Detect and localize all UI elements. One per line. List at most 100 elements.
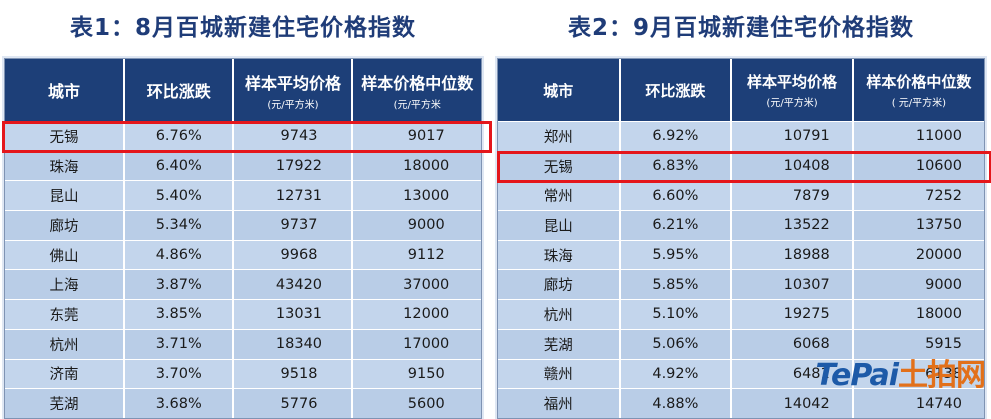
cell-change: 4.86% xyxy=(124,239,235,270)
cell-median-price: 9000 xyxy=(852,269,984,300)
cell-median-price: 13750 xyxy=(852,210,984,241)
cell-median-price: 11000 xyxy=(852,121,984,152)
watermark-text-latin: TePai xyxy=(815,358,899,393)
header-avg-price: 样本平均价格 (元/平方米) xyxy=(731,59,854,122)
cell-city: 杭州 xyxy=(5,328,125,359)
table-row: 无锡 6.76% 9743 9017 xyxy=(5,121,481,152)
header-median-price: 样本价格中位数 (元/平方米 xyxy=(352,59,481,122)
table-row: 珠海 6.40% 17922 18000 xyxy=(5,150,481,181)
cell-median-price: 9150 xyxy=(352,358,481,389)
table-row: 无锡 6.83% 10408 10600 xyxy=(498,150,984,181)
table-row: 廊坊 5.85% 10307 9000 xyxy=(498,269,984,300)
cell-city: 无锡 xyxy=(498,150,621,181)
header-median-unit: ( 元/平方米) xyxy=(891,98,947,109)
cell-city: 芜湖 xyxy=(498,328,621,359)
cell-change: 6.83% xyxy=(619,150,733,181)
cell-change: 5.06% xyxy=(619,328,733,359)
cell-median-price: 13000 xyxy=(352,180,481,211)
cell-median-price: 6138 xyxy=(852,358,984,389)
cell-change: 6.60% xyxy=(619,180,733,211)
cell-change: 3.71% xyxy=(124,328,235,359)
cell-avg-price: 43420 xyxy=(233,269,354,300)
cell-city: 赣州 xyxy=(498,358,621,389)
table-1-header-row: 城市 环比涨跌 样本平均价格 (元/平方米) 样本价格中位数 (元/平方米 xyxy=(5,59,481,122)
cell-avg-price: 9737 xyxy=(233,210,354,241)
cell-city: 郑州 xyxy=(498,121,621,152)
table-row: 杭州 5.10% 19275 18000 xyxy=(498,299,984,330)
cell-city: 廊坊 xyxy=(5,210,125,241)
table-row: 芜湖 5.06% 6068 5915 xyxy=(498,328,984,359)
cell-median-price: 5600 xyxy=(352,388,481,418)
cell-city: 无锡 xyxy=(5,121,125,152)
cell-change: 3.70% xyxy=(124,358,235,389)
cell-median-price: 9017 xyxy=(352,121,481,152)
cell-median-price: 37000 xyxy=(352,269,481,300)
cell-avg-price: 10408 xyxy=(731,150,854,181)
cell-city: 廊坊 xyxy=(498,269,621,300)
cell-city: 常州 xyxy=(498,180,621,211)
cell-change: 6.92% xyxy=(619,121,733,152)
cell-avg-price: 9743 xyxy=(233,121,354,152)
table-row: 赣州 4.92% 6481 6138 xyxy=(498,358,984,389)
cell-avg-price: 19275 xyxy=(731,299,854,330)
cell-change: 5.85% xyxy=(619,269,733,300)
cell-change: 4.88% xyxy=(619,388,733,418)
table-row: 佛山 4.86% 9968 9112 xyxy=(5,239,481,270)
cell-avg-price: 5776 xyxy=(233,388,354,418)
cell-median-price: 18000 xyxy=(352,150,481,181)
table-1-title: 表1：8月百城新建住宅价格指数 xyxy=(69,15,416,41)
cell-city: 东莞 xyxy=(5,299,125,330)
cell-median-price: 18000 xyxy=(852,299,984,330)
header-avg-unit: (元/平方米) xyxy=(766,98,818,109)
cell-change: 4.92% xyxy=(619,358,733,389)
cell-change: 5.40% xyxy=(124,180,235,211)
cell-avg-price: 18988 xyxy=(731,239,854,270)
cell-avg-price: 13031 xyxy=(233,299,354,330)
cell-city: 昆山 xyxy=(498,210,621,241)
cell-change: 3.68% xyxy=(124,388,235,418)
cell-city: 珠海 xyxy=(5,150,125,181)
cell-change: 6.76% xyxy=(124,121,235,152)
cell-avg-price: 12731 xyxy=(233,180,354,211)
table-1-panel: 表1：8月百城新建住宅价格指数 城市 环比涨跌 样本平均价格 (元/平方米) 样本… xyxy=(0,0,486,419)
cell-avg-price: 7879 xyxy=(731,180,854,211)
cell-change: 3.87% xyxy=(124,269,235,300)
table-2: 城市 环比涨跌 样本平均价格 (元/平方米) 样本价格中位数( 元/平方米) 郑州… xyxy=(497,58,985,419)
cell-change: 5.10% xyxy=(619,299,733,330)
cell-avg-price: 9518 xyxy=(233,358,354,389)
cell-median-price: 9000 xyxy=(352,210,481,241)
cell-city: 昆山 xyxy=(5,180,125,211)
cell-median-price: 12000 xyxy=(352,299,481,330)
watermark-text-cn: 土拍网 xyxy=(898,358,986,393)
cell-city: 芜湖 xyxy=(5,388,125,418)
cell-median-price: 9112 xyxy=(352,239,481,270)
cell-median-price: 7252 xyxy=(852,180,984,211)
table-row: 芜湖 3.68% 5776 5600 xyxy=(5,388,481,418)
cell-avg-price: 9968 xyxy=(233,239,354,270)
table-row: 昆山 6.21% 13522 13750 xyxy=(498,210,984,241)
table-row: 济南 3.70% 9518 9150 xyxy=(5,358,481,389)
cell-change: 6.21% xyxy=(619,210,733,241)
table-row: 上海 3.87% 43420 37000 xyxy=(5,269,481,300)
cell-median-price: 17000 xyxy=(352,328,481,359)
header-change: 环比涨跌 xyxy=(619,59,733,122)
header-median-price: 样本价格中位数( 元/平方米) xyxy=(852,59,984,122)
header-change: 环比涨跌 xyxy=(124,59,235,122)
cell-city: 佛山 xyxy=(5,239,125,270)
header-city: 城市 xyxy=(498,59,621,122)
header-avg-price: 样本平均价格 (元/平方米) xyxy=(233,59,354,122)
cell-city: 济南 xyxy=(5,358,125,389)
table-2-panel: 表2：9月百城新建住宅价格指数 城市 环比涨跌 样本平均价格 (元/平方米) 样本… xyxy=(493,0,989,419)
cell-city: 杭州 xyxy=(498,299,621,330)
table-row: 昆山 5.40% 12731 13000 xyxy=(5,180,481,211)
cell-change: 3.85% xyxy=(124,299,235,330)
header-city: 城市 xyxy=(5,59,125,122)
table-row: 东莞 3.85% 13031 12000 xyxy=(5,299,481,330)
cell-avg-price: 10791 xyxy=(731,121,854,152)
cell-avg-price: 6481 xyxy=(731,358,854,389)
cell-avg-price: 13522 xyxy=(731,210,854,241)
table-row: 廊坊 5.34% 9737 9000 xyxy=(5,210,481,241)
cell-change: 5.95% xyxy=(619,239,733,270)
table-2-title: 表2：9月百城新建住宅价格指数 xyxy=(567,15,914,41)
cell-avg-price: 17922 xyxy=(233,150,354,181)
